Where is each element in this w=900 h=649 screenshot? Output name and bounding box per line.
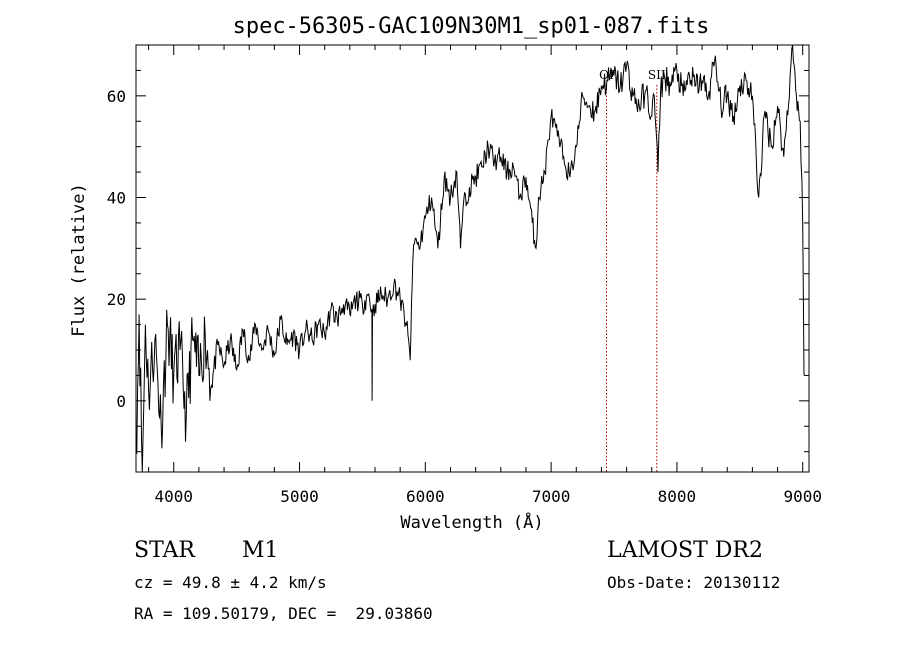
object-class: STAR <box>134 538 195 563</box>
x-tick-label: 9000 <box>783 487 822 506</box>
x-tick-label: 8000 <box>658 487 697 506</box>
y-tick-label: 0 <box>116 392 126 411</box>
x-tick-label: 7000 <box>532 487 571 506</box>
y-tick-label: 40 <box>107 189 126 208</box>
y-axis-label: Flux (relative) <box>69 183 89 337</box>
x-axis-label: Wavelength (Å) <box>400 511 543 533</box>
x-tick-label: 4000 <box>154 487 193 506</box>
chart-title: spec-56305-GAC109N30M1_sp01-087.fits <box>233 14 710 39</box>
x-tick-label: 5000 <box>280 487 319 506</box>
coordinates: RA = 109.50179, DEC = 29.03860 <box>134 604 433 623</box>
plot-frame <box>135 44 810 473</box>
y-tick-label: 60 <box>107 87 126 106</box>
redshift-velocity: cz = 49.8 ± 4.2 km/s <box>134 573 327 592</box>
object-subclass: M1 <box>242 538 279 563</box>
spectrum-series <box>135 44 805 473</box>
y-axis: 0 20 40 60 <box>107 44 809 453</box>
survey-name: LAMOST DR2 <box>607 538 763 563</box>
spectrum-line <box>135 44 805 473</box>
x-tick-label: 6000 <box>406 487 445 506</box>
observation-date: Obs-Date: 20130112 <box>607 573 781 592</box>
x-axis: 4000 5000 6000 7000 8000 9000 <box>148 45 822 506</box>
plot-border <box>135 44 810 473</box>
y-tick-label: 20 <box>107 290 126 309</box>
